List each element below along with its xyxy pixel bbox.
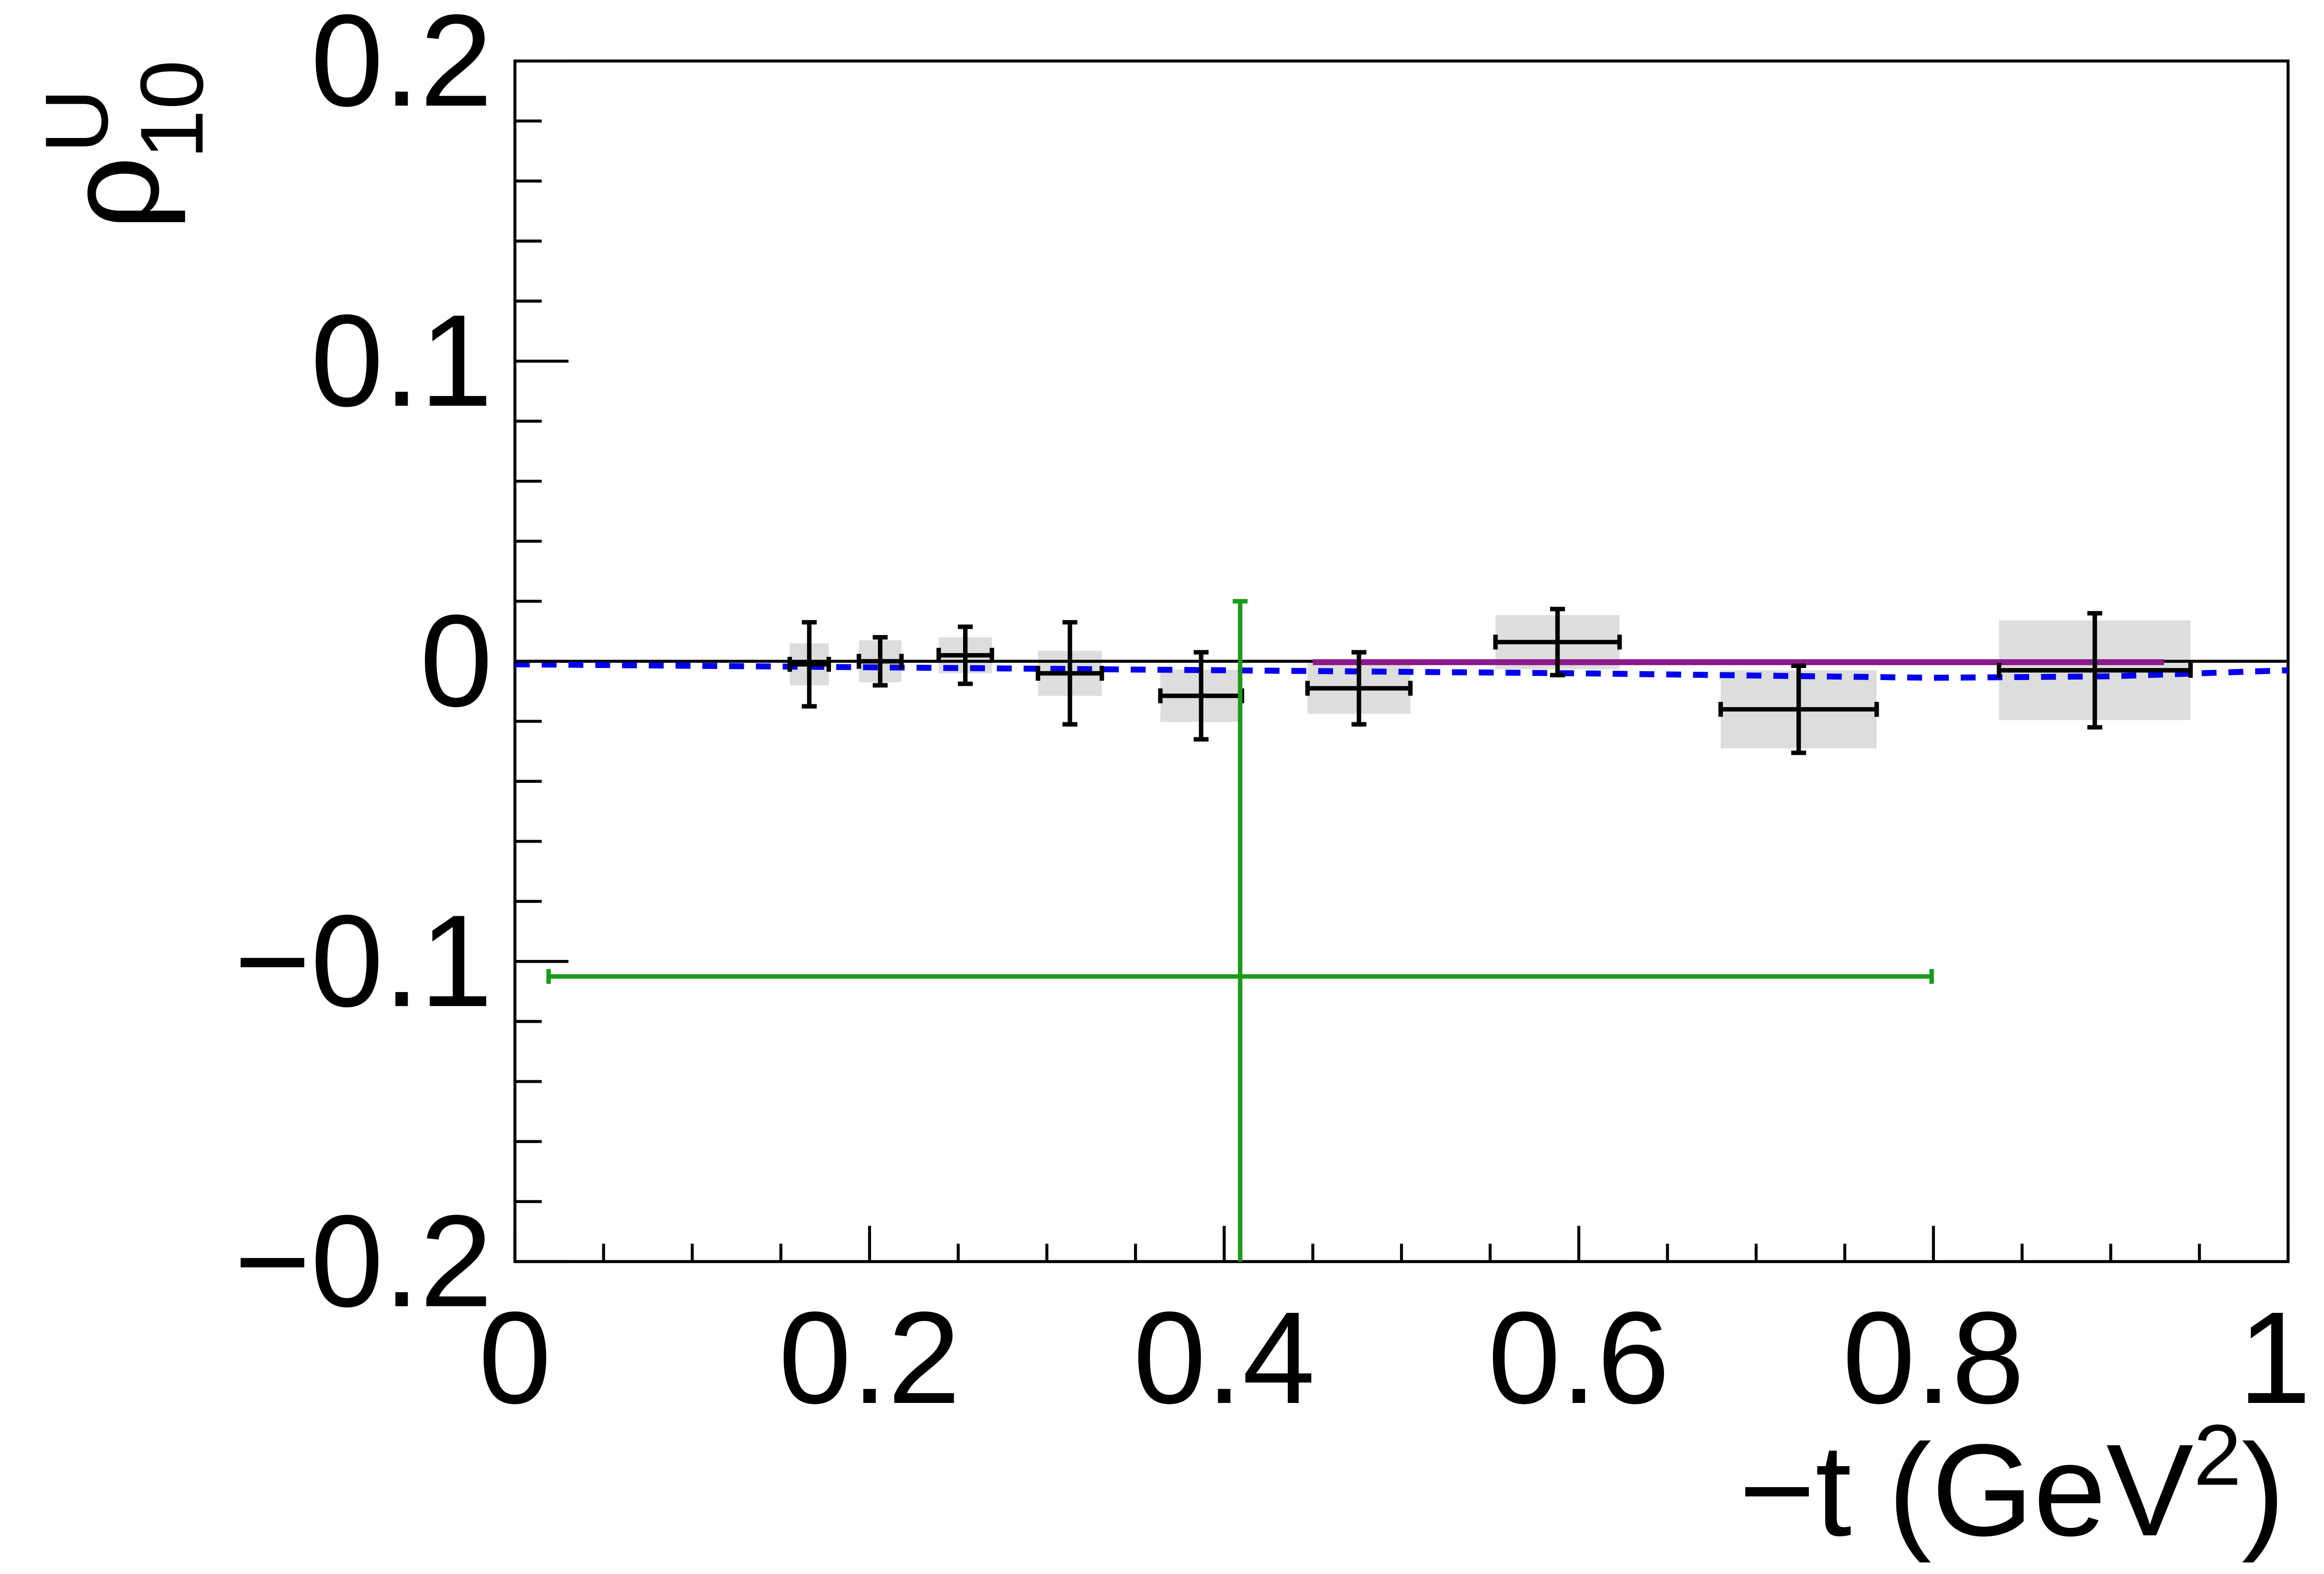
y-label-sup: U [26,89,126,153]
model-curve [515,661,2288,681]
x-tick-label: 0.2 [779,1284,961,1431]
plot-area [515,599,2288,1262]
x-label-main: −t (GeV [1739,1417,2194,1564]
x-tick-label: 0.6 [1488,1284,1670,1431]
y-tick-label: 0.1 [310,287,493,434]
y-tick-label: −0.2 [234,1188,493,1334]
x-label-sup: 2 [2193,1407,2241,1503]
y-tick-label: 0.2 [310,0,493,133]
x-tick-label: 0.4 [1133,1284,1315,1431]
x-axis-label: −t (GeV2) [1739,1407,2285,1564]
x-tick-label: 0.8 [1842,1284,2025,1431]
x-tick-label: 1 [2238,1284,2311,1431]
x-tick-label: 0 [479,1284,552,1431]
y-label-main: ρ [40,156,187,231]
y-tick-label: 0 [420,588,493,734]
y-label-sub: 10 [122,60,222,159]
x-label-close: ) [2241,1417,2285,1564]
y-tick-label: −0.1 [234,887,493,1034]
y-axis-label: ρ U 10 [26,60,222,231]
